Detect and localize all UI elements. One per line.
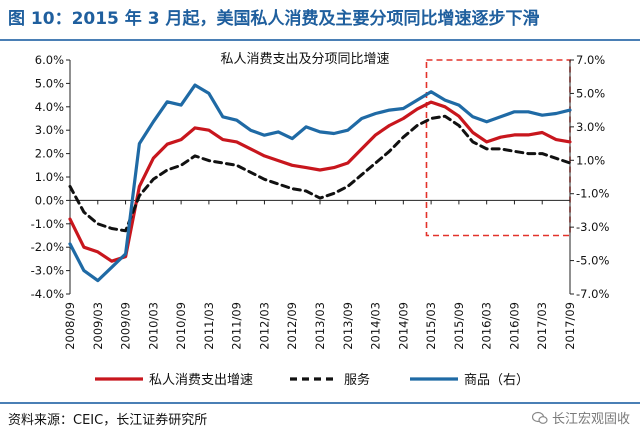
y-right-tick-label: -3.0% [576,220,609,234]
y-right-tick-label: 3.0% [576,120,605,134]
source-note: 资料来源：CEIC，长江证券研究所 [8,413,208,428]
watermark: 长江宏观固收 [531,408,630,427]
y-left-tick-label: 1.0% [35,170,64,184]
legend-label: 商品（右） [464,373,529,388]
x-tick-label: 2016/03 [480,302,494,350]
x-tick-label: 2009/09 [119,302,133,350]
y-right-tick-label: -7.0% [576,287,609,301]
x-tick-label: 2011/09 [230,302,244,350]
x-tick-label: 2014/03 [369,302,383,350]
title-divider [0,39,640,41]
x-tick-label: 2016/09 [507,302,521,350]
y-left-tick-label: 0.0% [35,193,64,207]
y-left-tick-label: 6.0% [35,53,64,67]
legend: 私人消费支出增速 服务 商品（右） [95,372,529,388]
y-left-tick-label: 3.0% [35,123,64,137]
x-tick-label: 2012/03 [257,302,271,350]
x-tick-label: 2010/09 [174,302,188,350]
x-tick-label: 2010/03 [146,302,160,350]
y-right-tick-label: 7.0% [576,53,605,67]
y-right-tick-label: -1.0% [576,187,609,201]
series-group [68,83,572,283]
figure-title: 图 10：2015 年 3 月起，美国私人消费及主要分项同比增速逐步下滑 [8,9,540,29]
axes-group: -4.0% -3.0% -2.0% -1.0% 0.0% 1.0% 2.0% 3.0% 4.0%… [31,53,610,350]
y-right-tick-label: 5.0% [576,86,605,100]
legend-label: 服务 [344,372,370,388]
wechat-icon [531,411,548,424]
y-left-tick-label: 5.0% [35,76,64,90]
y-right-tick-label: 1.0% [576,153,605,167]
y-left-tick-label: -2.0% [31,240,64,254]
x-tick-label: 2011/03 [202,302,216,350]
y-left-tick-label: -3.0% [31,264,64,278]
x-tick-label: 2013/09 [341,302,355,350]
y-right-tick-label: -5.0% [576,254,609,268]
x-tick-label: 2012/09 [285,302,299,350]
series-line-services [68,114,572,233]
x-tick-label: 2014/09 [396,302,410,350]
y-left-tick-label: 2.0% [35,147,64,161]
x-tick-label: 2015/09 [452,302,466,350]
legend-label: 私人消费支出增速 [149,373,253,388]
y-left-tick-label: -1.0% [31,217,64,231]
line-chart: -4.0% -3.0% -2.0% -1.0% 0.0% 1.0% 2.0% 3.0% 4.0%… [31,52,610,388]
series-line-pce [68,100,572,263]
y-left-tick-label: -4.0% [31,287,64,301]
x-tick-label: 2013/03 [313,302,327,350]
watermark-text: 长江宏观固收 [551,412,630,427]
x-tick-label: 2015/03 [424,302,438,350]
y-left-tick-label: 4.0% [35,100,64,114]
chart-title: 私人消费支出及分项同比增速 [220,52,389,67]
x-tick-label: 2017/09 [563,302,577,350]
series-line-goods [68,83,572,283]
footer-divider [0,402,640,404]
x-tick-label: 2009/03 [91,302,105,350]
x-tick-label: 2008/09 [63,302,77,350]
x-tick-label: 2017/03 [535,302,549,350]
